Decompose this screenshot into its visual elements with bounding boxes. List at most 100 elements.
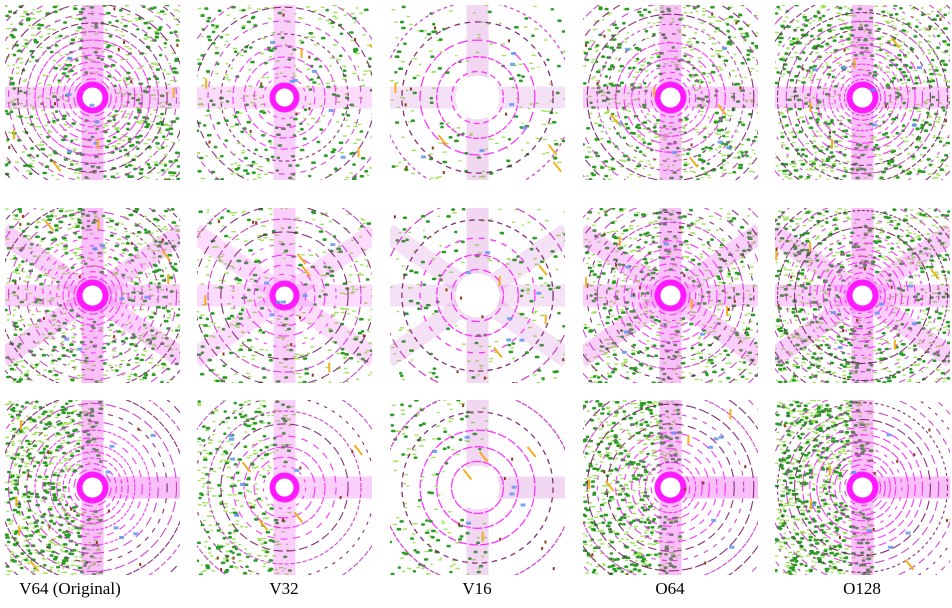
trunk-points (690, 143, 693, 147)
car-points (506, 338, 512, 342)
trunk-points (176, 43, 179, 47)
vegetation-points (395, 208, 565, 380)
car-points (872, 123, 878, 127)
trunk-points (511, 457, 514, 461)
car-points (911, 123, 917, 127)
trunk-points (843, 48, 846, 52)
point-cloud (775, 400, 950, 575)
trunk-points (54, 102, 57, 106)
scan-ring (56, 259, 129, 332)
sign-points (688, 156, 699, 168)
scan-ring (436, 254, 519, 337)
sign-points (161, 250, 172, 262)
scan-ring (801, 36, 924, 159)
car-points (330, 243, 336, 247)
scan-ring (631, 448, 710, 527)
trunk-points (130, 241, 133, 245)
trunk-points (117, 47, 120, 51)
scan-ring (262, 465, 307, 510)
scan-ring (801, 426, 924, 549)
trunk-points (433, 26, 436, 30)
scan-ring (253, 66, 316, 129)
trunk-points (499, 537, 502, 541)
road (86, 287, 180, 367)
car-points (663, 242, 669, 246)
trunk-points (290, 343, 293, 347)
car-points (64, 337, 70, 341)
vegetation-points (775, 208, 950, 383)
scan-ring (785, 218, 940, 373)
trunk-points (584, 43, 587, 47)
sign-points (547, 143, 558, 156)
trunk-points (702, 481, 705, 485)
trunk-points (354, 38, 357, 42)
car-points (671, 151, 677, 155)
scan-ring (650, 77, 691, 118)
road (86, 224, 180, 304)
car-points (699, 332, 705, 336)
scan-ring (638, 455, 703, 520)
scan-ring (816, 51, 909, 144)
scan-ring (843, 276, 882, 315)
sign-points (493, 346, 503, 359)
car-points (275, 300, 281, 304)
trunk-points (19, 222, 22, 226)
sign-points (538, 264, 548, 276)
scan-ring (839, 272, 886, 319)
road (390, 224, 484, 304)
scan-ring (650, 467, 691, 508)
car-points (671, 431, 677, 435)
scan-ring (839, 464, 886, 511)
scan-ring (834, 459, 891, 516)
trunk-points (123, 40, 126, 44)
vegetation-points (583, 5, 758, 180)
trunk-points (591, 553, 594, 557)
car-points (722, 46, 728, 50)
car-points (886, 433, 892, 437)
column-label: V16 (462, 579, 491, 598)
car-points (466, 521, 472, 525)
car-points (230, 457, 236, 461)
trunk-points (299, 466, 302, 470)
car-points (509, 103, 515, 107)
scan-ring (606, 33, 735, 162)
road (477, 476, 565, 499)
car-points (294, 468, 300, 472)
point-cloud (5, 208, 180, 383)
road (775, 224, 869, 304)
trunk-points (445, 288, 448, 292)
car-points (509, 492, 515, 496)
trunk-points (308, 55, 311, 59)
ego-hole (82, 477, 103, 498)
car-points (718, 435, 724, 439)
scan-ring (49, 54, 136, 141)
car-points (292, 79, 298, 83)
trunk-points (232, 556, 235, 560)
scan-ring (586, 13, 755, 180)
car-points (264, 281, 270, 285)
trunk-points (139, 563, 142, 567)
trunk-points (632, 293, 635, 297)
scan-ring (49, 252, 136, 339)
trunk-points (507, 39, 510, 43)
column-label: V32 (269, 579, 298, 598)
point-cloud (197, 208, 372, 383)
car-points (621, 350, 627, 354)
trunk-points (945, 519, 948, 523)
ego-hole (660, 285, 681, 306)
ego-hole (82, 285, 103, 306)
car-points (911, 322, 917, 326)
sign-points (301, 265, 312, 277)
scan-ring (26, 229, 159, 362)
scan-ring (17, 22, 168, 173)
trunk-points (222, 352, 225, 356)
scan-ring (7, 12, 178, 180)
trunk-points (456, 370, 459, 374)
car-points (92, 247, 98, 251)
scan-ring (809, 44, 916, 151)
road (278, 224, 372, 304)
point-cloud (5, 400, 180, 575)
scan-ring (436, 56, 519, 139)
scan-ring (644, 461, 697, 514)
